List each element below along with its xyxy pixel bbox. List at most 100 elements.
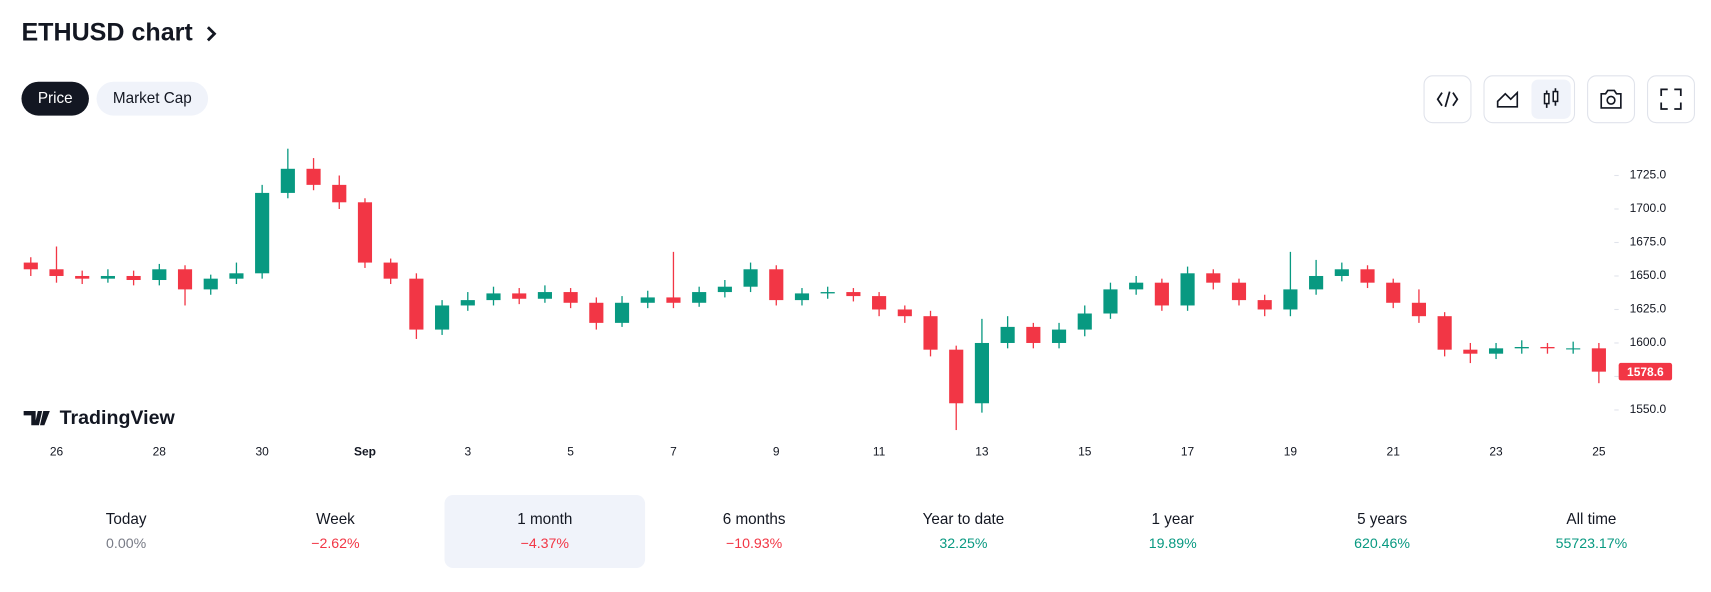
candle-body [717, 286, 732, 293]
candle-body [23, 262, 38, 270]
candle-body [435, 305, 450, 330]
candle-body [897, 309, 912, 317]
candle-body [1411, 302, 1427, 317]
y-tick-label: 1650.0 [1630, 268, 1667, 282]
candle-body [1026, 326, 1041, 343]
y-tick-label: 1675.0 [1630, 235, 1667, 249]
y-tick-label: 1625.0 [1630, 302, 1667, 316]
candle-body [152, 269, 167, 281]
camera-lens [1606, 95, 1616, 105]
watermark-text: TradingView [60, 407, 176, 429]
area-style-button[interactable] [1496, 90, 1519, 108]
title-chevron[interactable] [206, 26, 217, 42]
candle-body [332, 184, 347, 203]
x-tick-label: 7 [670, 445, 677, 459]
candle-body [1360, 269, 1375, 283]
period-label[interactable]: Week [316, 511, 355, 528]
price-tag [1618, 362, 1673, 381]
page-title[interactable]: ETHUSD chart [21, 18, 193, 46]
y-tick-label: 1725.0 [1630, 168, 1667, 182]
candle-body [589, 302, 604, 323]
snapshot-button[interactable] [1587, 75, 1636, 124]
candle-body [1283, 289, 1298, 310]
period-change[interactable]: 32.25% [939, 536, 987, 552]
candle-body [614, 302, 630, 323]
candle-body [949, 349, 964, 404]
period-label[interactable]: Year to date [923, 511, 1005, 528]
tab[interactable] [96, 81, 209, 116]
candle-icon-body [1552, 90, 1559, 103]
candle-style-button[interactable] [1531, 79, 1571, 119]
candle-body [1566, 348, 1581, 350]
candle-body [1540, 346, 1555, 349]
candle-body [923, 316, 938, 350]
candle-icon-body [1543, 92, 1550, 105]
candle-body [1129, 282, 1144, 290]
x-tick-label: 3 [464, 445, 471, 459]
candle-body [177, 269, 193, 290]
x-tick-label: 21 [1387, 445, 1401, 459]
x-tick-label: 19 [1284, 445, 1298, 459]
candle-body [1591, 348, 1606, 372]
candle-body [203, 278, 218, 290]
tab-label[interactable]: Price [38, 90, 73, 107]
candle-body [1206, 273, 1221, 283]
candle-body [49, 269, 64, 276]
period-change[interactable]: −4.37% [521, 536, 570, 552]
period-change[interactable]: 19.89% [1149, 536, 1197, 552]
y-tick-label: 1700.0 [1630, 201, 1667, 215]
period-change[interactable]: 620.46% [1354, 536, 1410, 552]
x-tick-label: 17 [1181, 445, 1195, 459]
candle-body [666, 297, 681, 303]
x-tick-label: 28 [153, 445, 167, 459]
period-change[interactable]: −10.93% [726, 536, 783, 552]
candle-body [794, 293, 810, 301]
price-tag-label: 1578.6 [1627, 365, 1664, 379]
x-tick-label: 11 [873, 445, 886, 459]
period-change[interactable]: 0.00% [106, 536, 147, 552]
x-tick-label: 5 [567, 445, 574, 459]
period-label[interactable]: 1 month [517, 511, 572, 528]
candle-body [306, 168, 321, 185]
candle-body [1000, 326, 1015, 343]
candle-body [512, 293, 527, 299]
candle-body [769, 269, 784, 301]
x-tick-label: 23 [1489, 445, 1503, 459]
candle-body [872, 296, 887, 310]
candle-body [846, 292, 861, 297]
period-highlight[interactable] [444, 494, 646, 569]
fullscreen-button[interactable] [1647, 75, 1695, 124]
candle-body [743, 269, 758, 287]
candle-body [75, 275, 90, 279]
x-tick-label: 30 [255, 445, 269, 459]
period-change[interactable]: −2.62% [311, 536, 360, 552]
watermark [23, 411, 50, 426]
period-change[interactable]: 55723.17% [1556, 536, 1628, 552]
candle-body [1514, 346, 1529, 349]
candle-body [486, 293, 501, 301]
candle-body [1386, 282, 1401, 303]
candle-body [1103, 289, 1118, 314]
candle-body [1463, 349, 1478, 354]
tab[interactable] [21, 81, 89, 116]
candle-body [1077, 313, 1092, 330]
candle-body [537, 292, 552, 299]
candle-body [1051, 329, 1067, 343]
tab-label[interactable]: Market Cap [113, 90, 192, 107]
candle-body [255, 192, 270, 274]
period-label[interactable]: All time [1566, 511, 1616, 528]
period-label[interactable]: 6 months [723, 511, 786, 528]
candle-body [974, 342, 989, 404]
candle-body [820, 292, 835, 294]
candle-body [383, 262, 398, 279]
candle-body [1154, 282, 1169, 306]
y-tick-label: 1600.0 [1630, 335, 1667, 349]
period-label[interactable]: 1 year [1152, 511, 1194, 528]
x-tick-label: 9 [773, 445, 780, 459]
period-label[interactable]: Today [106, 511, 147, 528]
period-label[interactable]: 5 years [1357, 511, 1407, 528]
candle-body [280, 168, 295, 193]
candle-body [640, 297, 655, 303]
